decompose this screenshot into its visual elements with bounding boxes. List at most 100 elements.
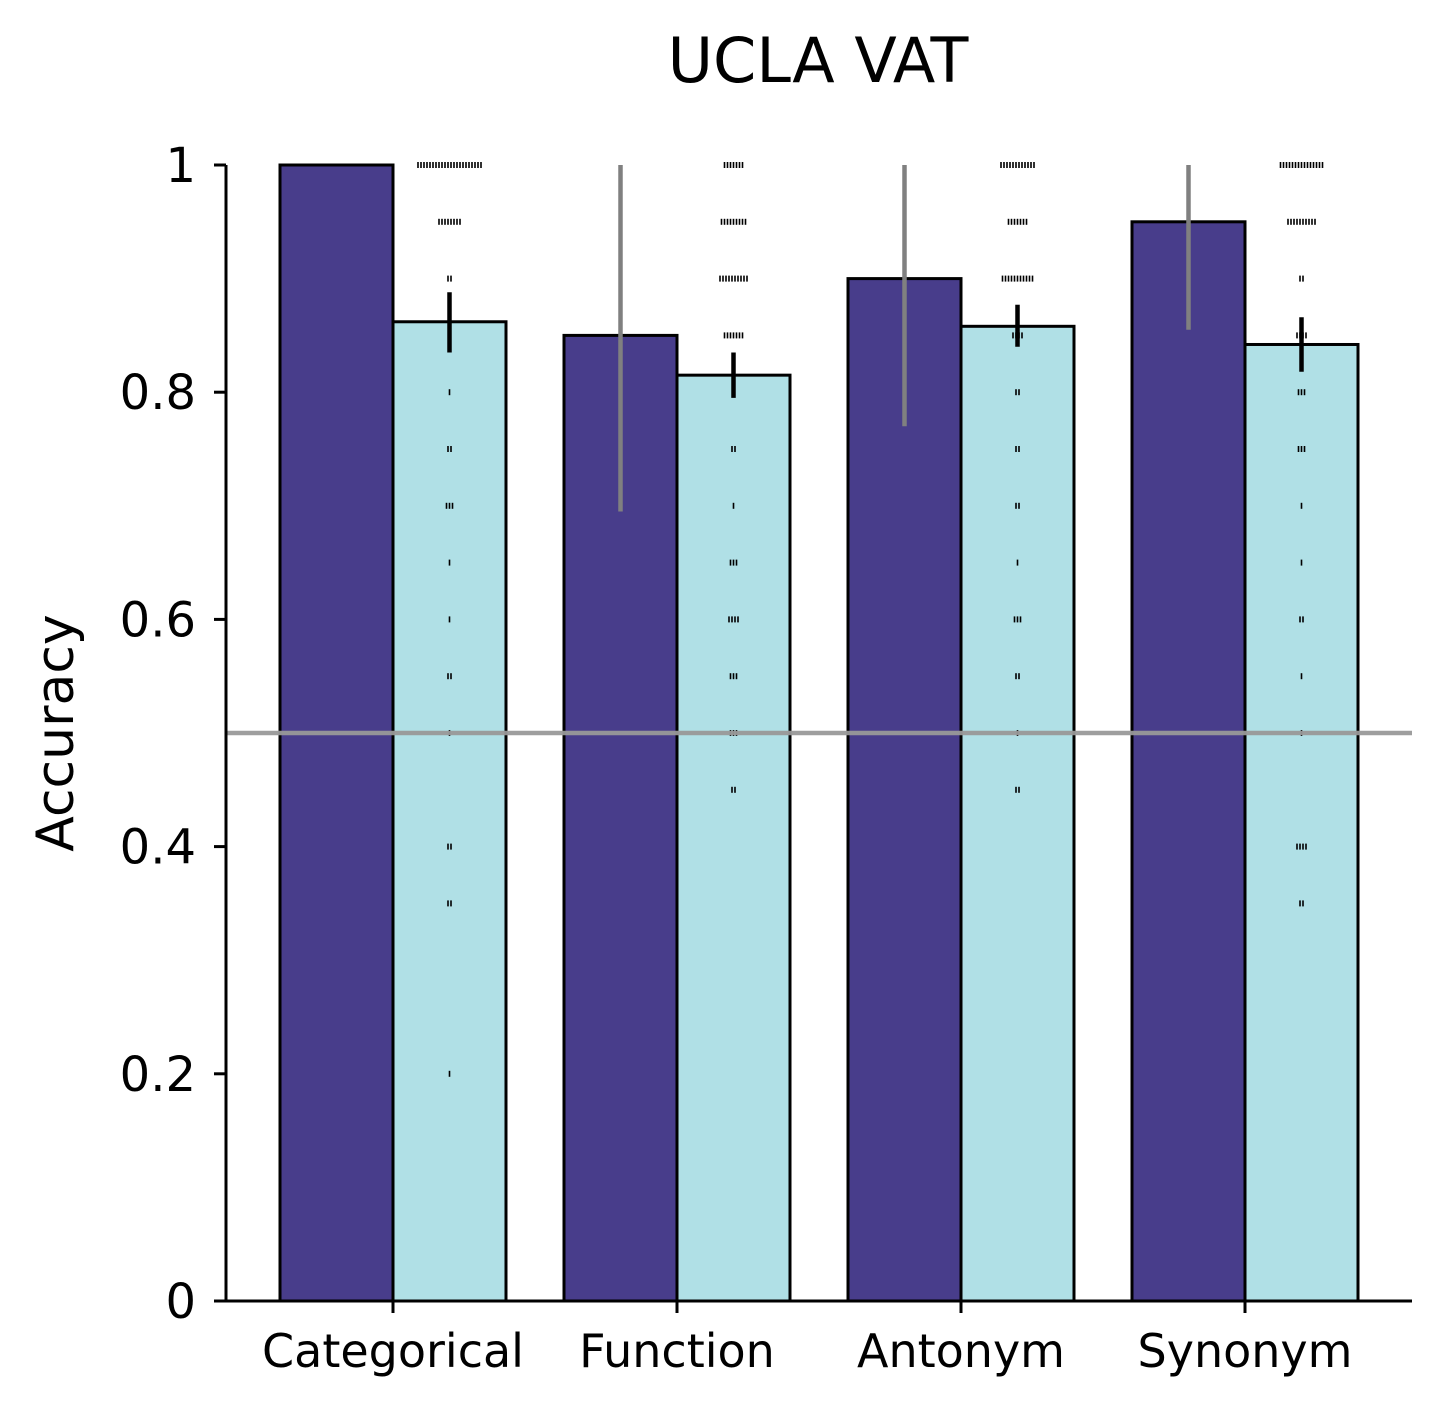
y-tick-label: 0.2 bbox=[120, 1047, 196, 1103]
data-point bbox=[734, 786, 736, 793]
data-point bbox=[735, 673, 738, 680]
data-point bbox=[719, 275, 721, 282]
data-point bbox=[1012, 332, 1014, 339]
x-tick-label: Function bbox=[579, 1324, 775, 1378]
data-point bbox=[726, 218, 729, 225]
data-point bbox=[435, 162, 437, 168]
data-point bbox=[1314, 218, 1316, 225]
axes-layer: 0 0.2 0.4 0.6 0.8 1 Categorical Function Antonym… bbox=[120, 138, 1412, 1378]
data-point bbox=[728, 616, 730, 623]
data-point bbox=[1300, 559, 1303, 566]
data-point bbox=[732, 332, 735, 339]
data-point bbox=[1025, 218, 1028, 225]
data-point bbox=[438, 162, 440, 168]
data-point bbox=[734, 616, 736, 623]
data-point bbox=[447, 162, 449, 168]
data-point bbox=[1001, 275, 1004, 282]
data-point bbox=[1312, 162, 1315, 168]
data-point bbox=[1015, 162, 1017, 168]
data-point bbox=[1311, 218, 1313, 225]
data-point bbox=[1296, 332, 1298, 339]
data-point bbox=[723, 162, 726, 168]
data-point bbox=[1010, 275, 1013, 282]
data-point bbox=[720, 218, 723, 225]
data-point bbox=[1000, 162, 1002, 168]
data-point bbox=[1287, 218, 1289, 225]
data-point bbox=[1019, 218, 1022, 225]
data-point bbox=[480, 162, 482, 168]
data-point bbox=[1022, 275, 1025, 282]
data-point bbox=[723, 218, 726, 225]
data-point bbox=[1300, 162, 1303, 168]
data-point bbox=[1299, 218, 1301, 225]
bar bbox=[675, 373, 792, 1303]
data-point bbox=[1007, 218, 1010, 225]
data-point bbox=[450, 162, 452, 168]
data-point bbox=[423, 162, 425, 168]
data-point bbox=[1306, 162, 1309, 168]
data-point bbox=[1300, 673, 1303, 680]
data-point bbox=[1012, 162, 1014, 168]
data-point bbox=[1315, 162, 1318, 168]
data-point bbox=[1288, 162, 1291, 168]
data-point bbox=[447, 218, 449, 225]
data-point bbox=[1293, 218, 1295, 225]
data-point bbox=[447, 900, 449, 907]
data-point bbox=[1300, 502, 1303, 509]
data-point bbox=[450, 275, 452, 282]
data-point bbox=[1027, 162, 1029, 168]
data-point bbox=[1021, 332, 1023, 339]
data-point bbox=[1016, 559, 1019, 566]
data-point bbox=[735, 559, 738, 566]
error-bars-layer bbox=[447, 165, 1304, 512]
data-point bbox=[731, 616, 733, 623]
data-point bbox=[450, 900, 452, 907]
bar bbox=[1130, 220, 1247, 1303]
data-point bbox=[1024, 162, 1026, 168]
data-point bbox=[1018, 673, 1020, 680]
data-point bbox=[1299, 843, 1301, 850]
data-point bbox=[737, 275, 739, 282]
y-tick-label: 0 bbox=[165, 1274, 196, 1330]
data-point bbox=[1003, 162, 1005, 168]
data-point bbox=[445, 502, 448, 509]
data-point bbox=[732, 673, 735, 680]
bar bbox=[1243, 342, 1360, 1303]
data-point bbox=[1016, 218, 1019, 225]
data-point bbox=[450, 673, 452, 680]
data-point bbox=[447, 843, 449, 850]
data-point bbox=[1019, 616, 1022, 623]
data-point bbox=[738, 218, 741, 225]
data-point bbox=[417, 162, 419, 168]
data-point bbox=[1309, 162, 1312, 168]
data-point bbox=[1321, 162, 1324, 168]
data-point bbox=[726, 332, 729, 339]
data-point bbox=[438, 218, 440, 225]
data-point bbox=[429, 162, 431, 168]
data-point bbox=[1303, 446, 1306, 452]
data-point bbox=[1013, 218, 1016, 225]
data-point bbox=[729, 559, 732, 566]
data-point bbox=[729, 162, 732, 168]
data-point bbox=[732, 218, 735, 225]
data-point bbox=[1302, 843, 1304, 850]
bar bbox=[391, 320, 508, 1303]
data-point bbox=[1290, 218, 1292, 225]
data-point bbox=[1302, 275, 1304, 282]
data-point bbox=[448, 389, 451, 396]
data-point bbox=[426, 162, 428, 168]
y-tick-label: 0.6 bbox=[120, 592, 196, 648]
data-point bbox=[732, 559, 735, 566]
data-point bbox=[450, 218, 452, 225]
data-point bbox=[1015, 446, 1017, 452]
data-point bbox=[741, 162, 744, 168]
data-point bbox=[441, 218, 443, 225]
data-point bbox=[723, 332, 726, 339]
data-point bbox=[731, 786, 733, 793]
data-point bbox=[1308, 218, 1310, 225]
data-point bbox=[740, 275, 742, 282]
y-tick-label: 0.8 bbox=[120, 365, 196, 421]
data-point bbox=[1296, 843, 1298, 850]
data-point bbox=[444, 218, 446, 225]
